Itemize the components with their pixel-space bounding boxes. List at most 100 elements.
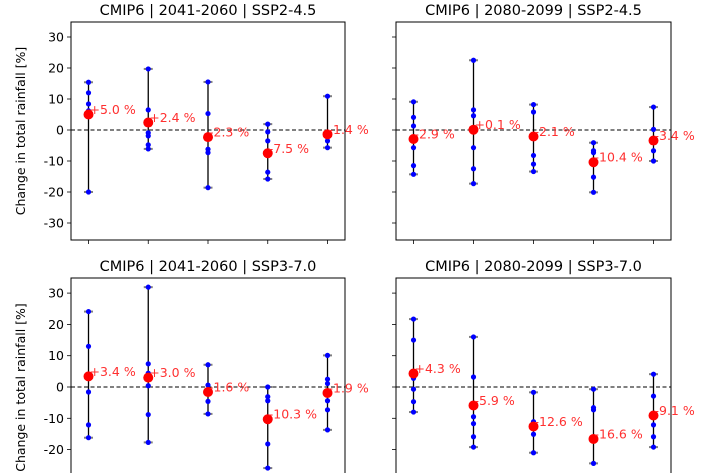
y-tick-label: 30 xyxy=(48,30,64,45)
member-point xyxy=(145,361,151,367)
member-point xyxy=(410,163,417,169)
member-point xyxy=(650,434,657,440)
subplot-1: CMIP6 | 2041-2060 | SSP2-4.5 Change in to… xyxy=(13,3,369,244)
member-point xyxy=(324,376,331,382)
member-point xyxy=(650,158,657,164)
member-point xyxy=(410,123,417,129)
mean-label: -1.4 % xyxy=(329,122,369,137)
member-point xyxy=(410,99,417,105)
mean-label: -10.4 % xyxy=(595,150,643,165)
mean-point xyxy=(262,148,273,159)
member-point xyxy=(265,169,271,175)
member-point xyxy=(410,337,417,343)
mean-label: -7.5 % xyxy=(269,141,309,156)
member-point xyxy=(205,382,211,388)
member-point xyxy=(410,386,417,392)
mean-point xyxy=(468,400,479,411)
member-point xyxy=(410,171,417,177)
member-point xyxy=(470,421,477,427)
member-point xyxy=(265,176,271,182)
member-point xyxy=(650,126,657,132)
member-point xyxy=(530,389,537,395)
mean-label: -2.1 % xyxy=(535,124,575,139)
member-point xyxy=(470,181,477,187)
subplot-title: CMIP6 | 2080-2099 | SSP3-7.0 xyxy=(425,259,642,275)
mean-label: +2.4 % xyxy=(149,110,195,125)
member-point xyxy=(205,411,211,417)
y-tick-label: -10 xyxy=(44,154,64,169)
member-point xyxy=(650,148,657,154)
y-tick-label: -20 xyxy=(44,185,64,200)
member-point xyxy=(410,409,417,415)
subplot-title: CMIP6 | 2041-2060 | SSP3-7.0 xyxy=(100,259,317,275)
y-tick-label: 20 xyxy=(48,317,64,332)
member-point xyxy=(205,79,211,85)
member-point xyxy=(324,93,331,99)
member-point xyxy=(530,161,537,167)
member-point xyxy=(530,152,537,159)
member-point xyxy=(590,150,597,156)
member-point xyxy=(530,109,537,115)
member-point xyxy=(85,343,92,349)
member-point xyxy=(530,450,537,456)
member-point xyxy=(470,57,477,63)
member-point xyxy=(205,150,211,156)
mean-point xyxy=(143,117,154,128)
mean-point xyxy=(408,368,419,379)
subplot-3: CMIP6 | 2041-2060 | SSP3-7.0 Change in to… xyxy=(13,259,369,473)
member-point xyxy=(324,352,331,358)
member-point xyxy=(145,383,151,389)
member-point xyxy=(470,414,477,420)
mean-point xyxy=(588,157,599,168)
subplot-title: CMIP6 | 2041-2060 | SSP2-4.5 xyxy=(100,3,317,19)
mean-label: -9.1 % xyxy=(655,403,695,418)
mean-point xyxy=(648,135,659,146)
member-point xyxy=(205,185,211,191)
mean-label: +3.4 % xyxy=(90,364,136,379)
y-tick-label: 0 xyxy=(56,380,64,395)
member-point xyxy=(470,374,477,380)
member-point xyxy=(265,441,271,447)
mean-point xyxy=(648,410,659,421)
mean-point xyxy=(408,133,419,144)
member-point xyxy=(324,407,331,413)
member-point xyxy=(650,422,657,428)
member-point xyxy=(650,371,657,377)
member-point xyxy=(265,138,271,144)
member-point xyxy=(324,427,331,433)
member-point xyxy=(470,444,477,450)
y-axis-label: Change in total rainfall [%] xyxy=(13,303,28,472)
mean-label: +5.0 % xyxy=(90,102,136,117)
member-point xyxy=(265,398,271,404)
member-point xyxy=(590,174,597,180)
member-point xyxy=(85,90,92,96)
y-tick-label: 10 xyxy=(48,92,64,107)
mean-label: -3.4 % xyxy=(655,128,695,143)
member-point xyxy=(265,121,271,127)
member-point xyxy=(530,168,537,175)
member-point xyxy=(650,104,657,110)
member-point xyxy=(470,434,477,440)
mean-label: -2.9 % xyxy=(415,126,455,141)
member-point xyxy=(410,114,417,120)
y-axis-label: Change in total rainfall [%] xyxy=(13,47,28,216)
member-point xyxy=(590,189,597,195)
y-tick-label: 10 xyxy=(48,348,64,363)
member-point xyxy=(145,66,151,72)
mean-point xyxy=(143,372,154,383)
member-point xyxy=(324,145,331,151)
member-point xyxy=(85,79,92,85)
member-point xyxy=(470,113,477,119)
axes-frame xyxy=(395,21,672,241)
mean-label: -10.3 % xyxy=(269,407,317,422)
member-point xyxy=(324,398,331,404)
mean-point xyxy=(262,414,273,425)
member-point xyxy=(410,316,417,322)
subplot-2: CMIP6 | 2080-2099 | SSP2-4.5 -2.9 % +0.1 %… xyxy=(392,3,695,244)
member-point xyxy=(265,394,271,400)
y-tick-label: -20 xyxy=(44,442,64,457)
member-point xyxy=(410,399,417,405)
member-point xyxy=(145,411,151,418)
member-point xyxy=(324,138,331,144)
